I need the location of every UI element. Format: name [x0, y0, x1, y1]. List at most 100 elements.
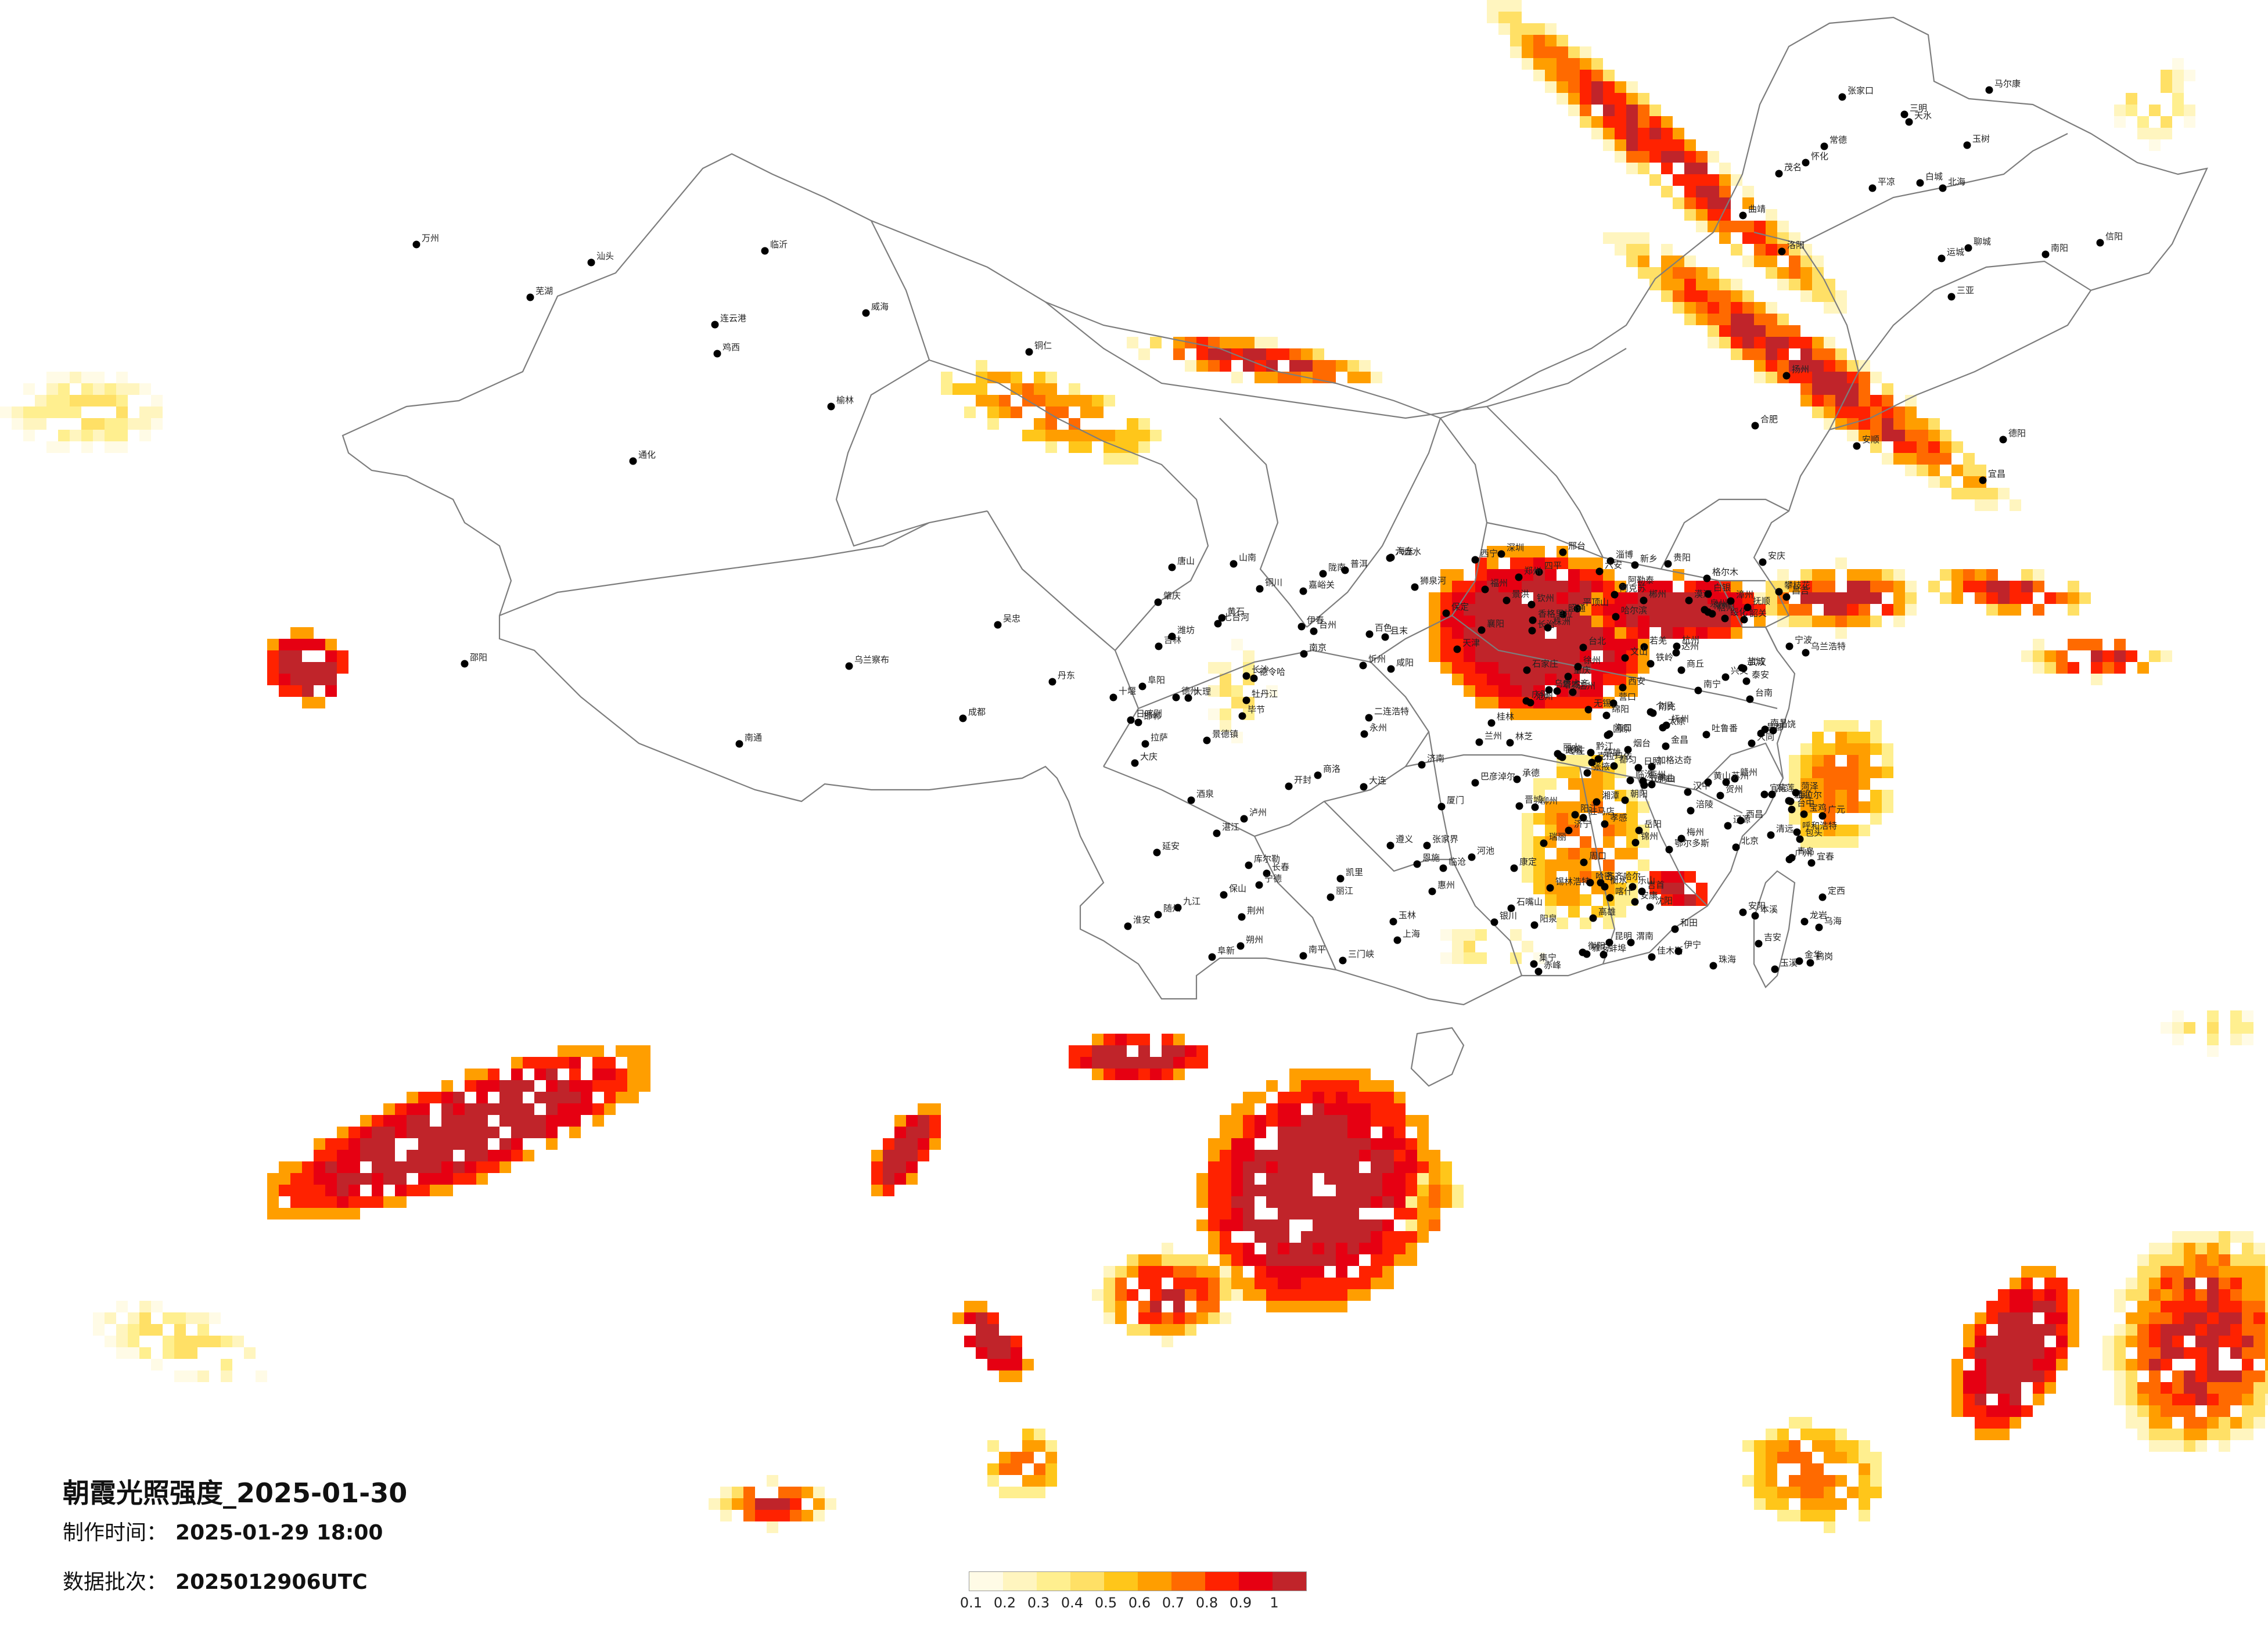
intensity-cell	[12, 418, 23, 430]
intensity-cell	[1162, 1243, 1173, 1254]
intensity-cell	[883, 1150, 894, 1161]
city-label: 加格达奇	[1657, 755, 1692, 765]
intensity-cell	[1835, 360, 1847, 372]
intensity-cell	[1545, 801, 1557, 813]
intensity-cell	[1301, 1254, 1313, 1266]
intensity-cell	[1080, 406, 1092, 418]
intensity-cell	[2195, 1324, 2207, 1336]
intensity-cell	[1278, 1289, 1289, 1301]
intensity-cell	[1998, 604, 2010, 616]
intensity-cell	[2219, 1312, 2230, 1324]
intensity-cell	[1487, 569, 1498, 581]
city-dot	[1297, 623, 1306, 631]
city-label: 常州	[1713, 600, 1731, 611]
intensity-cell	[1824, 302, 1835, 314]
intensity-cell	[2033, 1324, 2044, 1336]
intensity-cell	[1824, 813, 1835, 825]
intensity-cell	[418, 1150, 430, 1161]
intensity-cell	[1719, 604, 1731, 616]
intensity-cell	[2172, 1010, 2184, 1022]
intensity-cell	[2033, 1394, 2044, 1405]
intensity-cell	[1963, 1324, 1975, 1336]
intensity-cell	[1255, 1185, 1266, 1196]
intensity-cell	[163, 1312, 174, 1324]
intensity-cell	[1289, 1103, 1301, 1115]
intensity-cell	[1882, 430, 1893, 441]
intensity-cell	[1986, 569, 1998, 581]
city-dot	[1916, 179, 1924, 187]
intensity-cell	[2184, 1429, 2195, 1440]
intensity-cell	[1777, 325, 1789, 337]
intensity-cell	[1162, 1312, 1173, 1324]
intensity-cell	[1243, 1289, 1255, 1301]
intensity-cell	[1638, 139, 1649, 151]
intensity-cell	[1336, 1185, 1347, 1196]
intensity-cell	[1580, 46, 1591, 58]
intensity-cell	[1998, 1394, 2010, 1405]
intensity-cell	[2230, 1266, 2242, 1278]
intensity-cell	[1859, 430, 1870, 441]
intensity-cell	[93, 430, 105, 441]
intensity-cell	[2172, 1324, 2184, 1336]
city-label: 唐山	[1177, 556, 1195, 566]
intensity-cell	[2091, 650, 2102, 662]
intensity-cell	[1336, 1289, 1347, 1301]
intensity-cell	[523, 1115, 534, 1127]
intensity-cell	[1603, 569, 1615, 581]
city-label: 上饶	[1778, 719, 1796, 729]
intensity-cell	[1603, 627, 1615, 639]
city-label: 绵阳	[1612, 704, 1629, 714]
intensity-cell	[2242, 1289, 2253, 1301]
intensity-cell	[1835, 1475, 1847, 1487]
intensity-cell	[999, 1370, 1011, 1382]
intensity-cell	[1545, 581, 1557, 592]
intensity-cell	[1684, 302, 1696, 314]
city-label: 玉树	[1972, 134, 1990, 144]
intensity-cell	[1859, 732, 1870, 743]
intensity-cell	[2091, 662, 2102, 674]
intensity-cell	[1382, 1196, 1394, 1208]
intensity-cell	[1022, 383, 1034, 395]
intensity-cell	[1301, 1196, 1313, 1208]
city-dot	[1606, 894, 1614, 902]
intensity-cell	[1313, 372, 1324, 383]
intensity-cell	[1882, 395, 1893, 406]
intensity-cell	[383, 1115, 395, 1127]
intensity-cell	[1882, 453, 1893, 465]
intensity-cell	[1731, 174, 1742, 186]
intensity-cell	[1696, 221, 1708, 232]
intensity-cell	[1359, 360, 1371, 372]
intensity-cell	[1986, 1370, 1998, 1382]
city-dot	[1612, 613, 1620, 621]
city-label: 延安	[1162, 841, 1180, 851]
legend-tick-label: 0.8	[1195, 1595, 1219, 1611]
intensity-cell	[314, 639, 325, 650]
intensity-cell	[801, 1487, 813, 1498]
intensity-cell	[1626, 105, 1638, 116]
intensity-cell	[1568, 848, 1580, 859]
intensity-cell	[337, 1150, 348, 1161]
intensity-cell	[1859, 1510, 1870, 1521]
city-dot	[1172, 693, 1180, 702]
city-label: 库尔勒	[1254, 854, 1280, 864]
intensity-cell	[2021, 1336, 2033, 1347]
intensity-cell	[1173, 348, 1185, 360]
intensity-cell	[1615, 139, 1626, 151]
intensity-cell	[1382, 1266, 1394, 1278]
intensity-cell	[1661, 267, 1673, 279]
intensity-cell	[58, 372, 70, 383]
intensity-cell	[1754, 1440, 1766, 1452]
intensity-cell	[1893, 418, 1905, 430]
intensity-cell	[1231, 1161, 1243, 1173]
intensity-cell	[1661, 581, 1673, 592]
intensity-cell	[1824, 1440, 1835, 1452]
intensity-cell	[1138, 348, 1150, 360]
intensity-cell	[1766, 1487, 1777, 1498]
city-dot	[1868, 184, 1877, 192]
intensity-cell	[197, 1324, 209, 1336]
intensity-cell	[1115, 1266, 1127, 1278]
city-dot	[1662, 721, 1670, 729]
intensity-cell	[2056, 650, 2068, 662]
intensity-cell	[1382, 1278, 1394, 1289]
city-dot	[1694, 686, 1702, 695]
